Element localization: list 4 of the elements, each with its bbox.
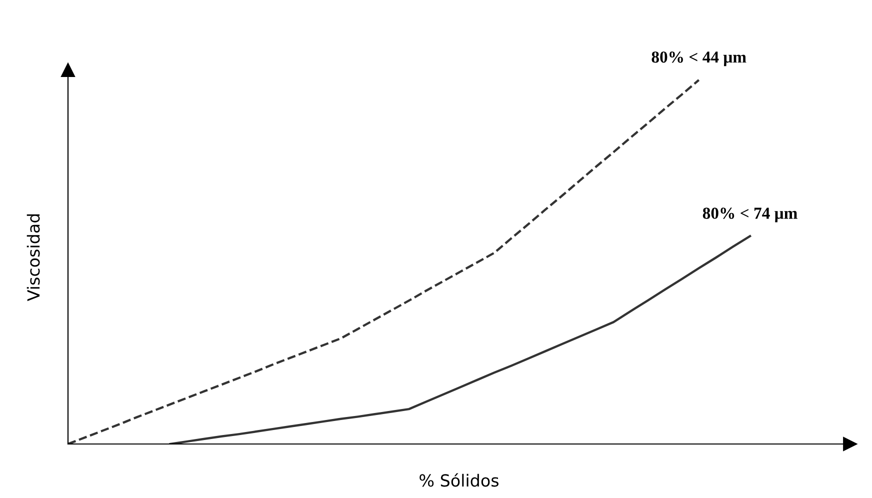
y-axis-title: Viscosidad (26, 214, 40, 302)
x-axis-title: % Sólidos (420, 473, 498, 487)
series-label: 80% < 44 μm (652, 51, 746, 66)
series-label: 80% < 74 μm (702, 208, 798, 222)
